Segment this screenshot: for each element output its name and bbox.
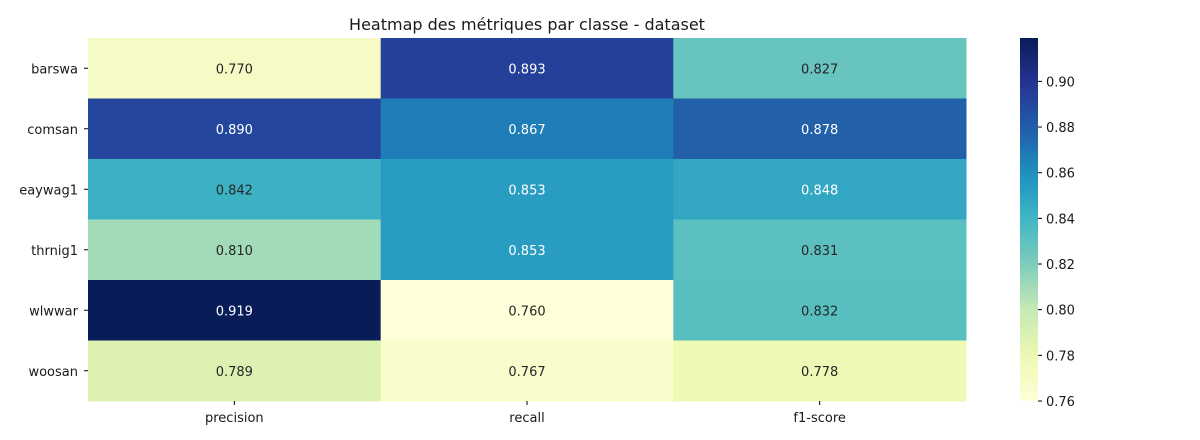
heatmap-cell: [88, 280, 382, 341]
row-label: wlwwar: [29, 304, 78, 319]
heatmap-cell: [673, 98, 967, 160]
heatmap-cells: [88, 38, 967, 402]
colorbar-ticks: 0.76 0.78 0.80 0.82 0.84 0.86 0.88 0.90: [1038, 75, 1075, 410]
cell-value-label: 0.893: [508, 62, 545, 77]
colorbar-tick-label: 0.78: [1046, 349, 1075, 364]
cell-value-label: 0.827: [801, 62, 838, 77]
colorbar: [1020, 38, 1038, 401]
row-label: eaywag1: [19, 183, 78, 198]
cell-value-label: 0.789: [216, 365, 253, 380]
column-label: precision: [205, 411, 264, 426]
column-label: f1-score: [793, 411, 845, 426]
column-label: recall: [509, 411, 544, 426]
heatmap-cell: [673, 340, 967, 402]
cell-value-label: 0.760: [508, 304, 545, 319]
row-label: barswa: [31, 62, 78, 77]
cell-value-label: 0.919: [216, 304, 253, 319]
cell-value-label: 0.890: [216, 123, 253, 138]
heatmap-cell: [88, 219, 382, 281]
cell-value-label: 0.853: [508, 244, 545, 259]
cell-value-label: 0.878: [801, 123, 838, 138]
heatmap-cell: [380, 219, 674, 281]
heatmap-cell: [88, 159, 382, 220]
cell-value-label: 0.810: [216, 244, 253, 259]
cell-value-label: 0.778: [801, 365, 838, 380]
colorbar-tick-label: 0.88: [1046, 121, 1075, 136]
cell-value-label: 0.832: [801, 304, 838, 319]
heatmap-cell: [380, 98, 674, 160]
colorbar-tick-label: 0.90: [1046, 75, 1075, 90]
heatmap-cell: [673, 280, 967, 341]
row-label: thrnig1: [31, 244, 78, 259]
heatmap-cell: [88, 38, 382, 99]
cell-value-label: 0.867: [508, 123, 545, 138]
cell-value-label: 0.770: [216, 62, 253, 77]
cell-value-label: 0.842: [216, 183, 253, 198]
heatmap-cell-labels: 0.770 0.893 0.827 0.890 0.867 0.878 0.842 0.853…: [216, 62, 839, 380]
heatmap-cell: [380, 280, 674, 341]
chart-title: Heatmap des métriques par classe - datas…: [349, 15, 705, 34]
heatmap-cell: [673, 38, 967, 99]
heatmap-cell: [673, 159, 967, 220]
heatmap-cell: [380, 159, 674, 220]
column-labels: precision recall f1-score: [205, 401, 846, 426]
row-label: comsan: [27, 123, 78, 138]
heatmap-cell: [88, 98, 382, 160]
colorbar-tick-label: 0.82: [1046, 258, 1075, 273]
row-labels: barswa comsan eaywag1 thrnig1 wlwwar woosan: [19, 62, 88, 380]
heatmap-cell: [88, 340, 382, 402]
colorbar-tick-label: 0.76: [1046, 395, 1075, 410]
cell-value-label: 0.767: [508, 365, 545, 380]
cell-value-label: 0.848: [801, 183, 838, 198]
colorbar-tick-label: 0.86: [1046, 167, 1075, 182]
heatmap-cell: [673, 219, 967, 281]
heatmap-cell: [380, 340, 674, 402]
heatmap-cell: [380, 38, 674, 99]
row-label: woosan: [28, 365, 78, 380]
cell-value-label: 0.853: [508, 183, 545, 198]
cell-value-label: 0.831: [801, 244, 838, 259]
colorbar-tick-label: 0.80: [1046, 304, 1075, 319]
colorbar-tick-label: 0.84: [1046, 212, 1075, 227]
